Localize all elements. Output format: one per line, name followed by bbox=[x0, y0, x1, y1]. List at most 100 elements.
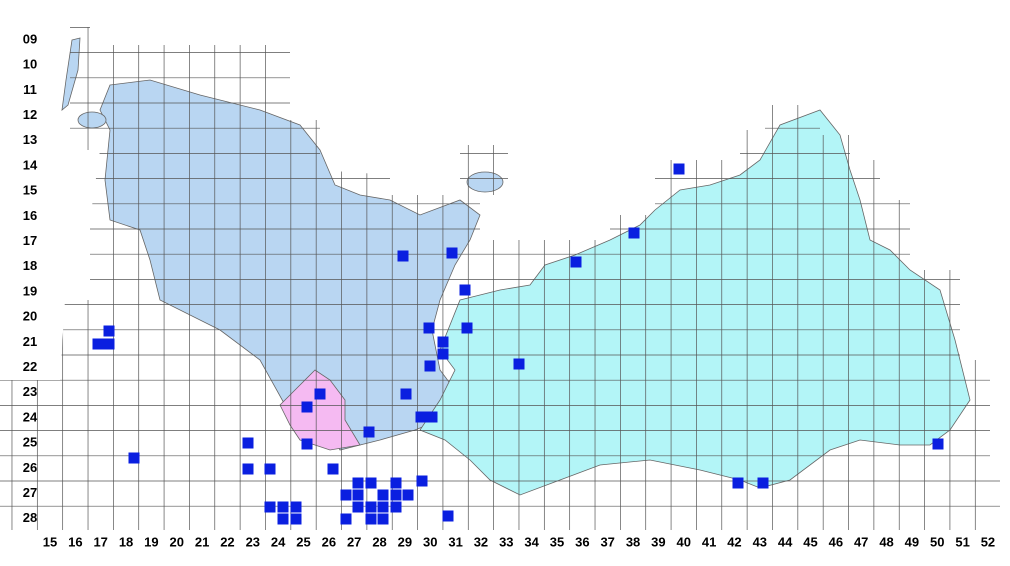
row-label: 15 bbox=[23, 183, 37, 198]
record-marker bbox=[290, 501, 302, 513]
record-marker bbox=[415, 411, 427, 423]
record-marker bbox=[242, 463, 254, 475]
record-marker bbox=[732, 477, 744, 489]
record-marker bbox=[92, 338, 104, 350]
column-label: 52 bbox=[981, 534, 995, 549]
column-label: 24 bbox=[271, 534, 286, 549]
column-label: 17 bbox=[93, 534, 107, 549]
row-label: 10 bbox=[23, 57, 37, 72]
column-label: 18 bbox=[119, 534, 133, 549]
column-label: 47 bbox=[854, 534, 868, 549]
record-marker bbox=[242, 437, 254, 449]
column-label: 38 bbox=[626, 534, 640, 549]
record-marker bbox=[673, 163, 685, 175]
column-label: 15 bbox=[43, 534, 57, 549]
island bbox=[466, 171, 504, 193]
row-label: 27 bbox=[23, 485, 37, 500]
column-label: 43 bbox=[753, 534, 767, 549]
column-label: 21 bbox=[195, 534, 209, 549]
column-label: 19 bbox=[144, 534, 158, 549]
row-label: 24 bbox=[23, 409, 38, 424]
column-label: 44 bbox=[778, 534, 793, 549]
column-label: 22 bbox=[220, 534, 234, 549]
row-label: 20 bbox=[23, 309, 37, 324]
record-marker bbox=[424, 360, 436, 372]
column-label: 39 bbox=[651, 534, 665, 549]
record-marker bbox=[365, 477, 377, 489]
record-marker bbox=[513, 358, 525, 370]
record-marker bbox=[570, 256, 582, 268]
row-label: 11 bbox=[23, 82, 37, 97]
column-label: 32 bbox=[474, 534, 488, 549]
record-marker bbox=[442, 510, 454, 522]
record-marker bbox=[365, 513, 377, 525]
record-marker bbox=[340, 489, 352, 501]
column-label: 16 bbox=[68, 534, 82, 549]
column-label: 23 bbox=[246, 534, 260, 549]
record-marker bbox=[757, 477, 769, 489]
record-marker bbox=[377, 501, 389, 513]
column-label: 42 bbox=[727, 534, 741, 549]
record-marker bbox=[363, 426, 375, 438]
grid-labels: 09 10 11 12 13 14 15 16 17 18 19 20 21 22 23 24 25 26 27 28… bbox=[23, 31, 995, 549]
column-label: 31 bbox=[448, 534, 462, 549]
record-marker bbox=[340, 513, 352, 525]
record-marker bbox=[390, 489, 402, 501]
island bbox=[61, 37, 81, 111]
record-marker bbox=[327, 463, 339, 475]
region-hamburg bbox=[279, 369, 361, 451]
record-marker bbox=[461, 322, 473, 334]
record-marker bbox=[459, 284, 471, 296]
record-marker bbox=[390, 501, 402, 513]
record-marker bbox=[128, 452, 140, 464]
column-label: 27 bbox=[347, 534, 361, 549]
record-marker bbox=[352, 489, 364, 501]
record-marker bbox=[377, 489, 389, 501]
record-marker bbox=[932, 438, 944, 450]
record-marker bbox=[437, 336, 449, 348]
column-label: 48 bbox=[879, 534, 893, 549]
column-label: 37 bbox=[600, 534, 614, 549]
record-marker bbox=[301, 401, 313, 413]
column-label: 28 bbox=[372, 534, 386, 549]
row-label: 25 bbox=[23, 435, 37, 450]
record-marker bbox=[397, 250, 409, 262]
column-label: 45 bbox=[803, 534, 817, 549]
row-label: 13 bbox=[23, 132, 37, 147]
row-label: 16 bbox=[23, 208, 37, 223]
column-label: 41 bbox=[702, 534, 716, 549]
record-marker bbox=[402, 489, 414, 501]
row-label: 12 bbox=[23, 107, 37, 122]
column-label: 36 bbox=[575, 534, 589, 549]
record-marker bbox=[365, 501, 377, 513]
row-label: 18 bbox=[23, 258, 37, 273]
row-label: 28 bbox=[23, 510, 37, 525]
record-marker bbox=[301, 438, 313, 450]
column-label: 34 bbox=[524, 534, 539, 549]
column-label: 40 bbox=[677, 534, 691, 549]
column-label: 25 bbox=[296, 534, 310, 549]
column-label: 29 bbox=[398, 534, 412, 549]
record-marker bbox=[416, 475, 428, 487]
column-label: 30 bbox=[423, 534, 437, 549]
column-label: 50 bbox=[930, 534, 944, 549]
land-areas bbox=[61, 37, 971, 496]
record-marker bbox=[437, 348, 449, 360]
record-markers bbox=[92, 163, 944, 525]
row-label: 09 bbox=[23, 31, 37, 46]
row-label: 26 bbox=[23, 460, 37, 475]
column-label: 46 bbox=[829, 534, 843, 549]
row-label: 14 bbox=[23, 157, 38, 172]
island bbox=[77, 111, 107, 129]
column-label: 20 bbox=[170, 534, 184, 549]
column-label: 33 bbox=[499, 534, 513, 549]
record-marker bbox=[423, 322, 435, 334]
column-label: 35 bbox=[550, 534, 564, 549]
column-label: 49 bbox=[905, 534, 919, 549]
record-marker bbox=[446, 247, 458, 259]
record-marker bbox=[277, 513, 289, 525]
row-label: 23 bbox=[23, 384, 37, 399]
column-label: 51 bbox=[955, 534, 969, 549]
row-label: 17 bbox=[23, 233, 37, 248]
